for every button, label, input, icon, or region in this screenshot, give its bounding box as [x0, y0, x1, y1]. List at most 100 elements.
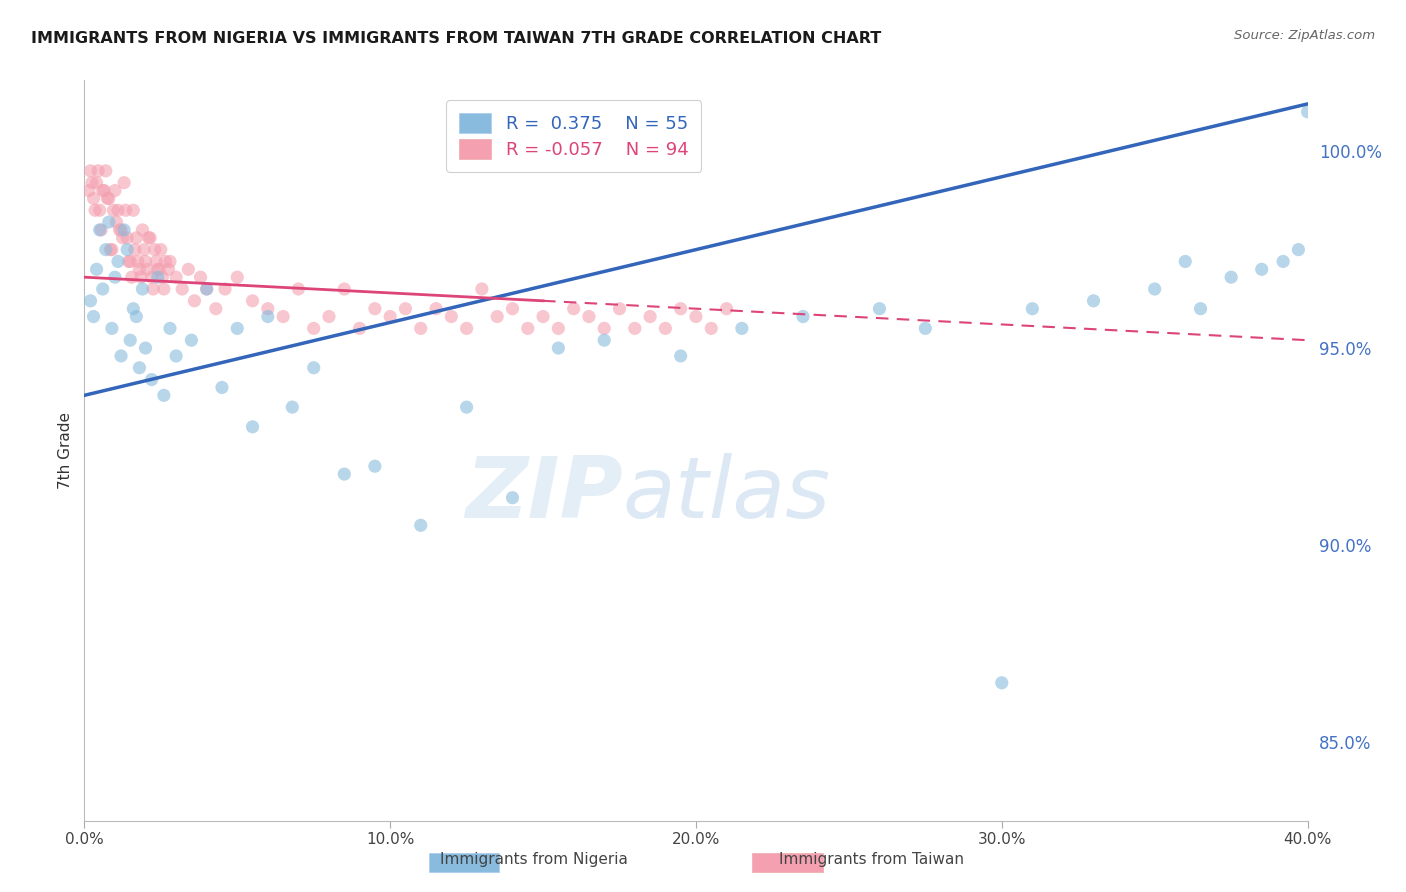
Point — [516, 321, 538, 335]
Point — [115, 243, 138, 257]
Point — [112, 176, 135, 190]
Point — [135, 254, 157, 268]
Point — [125, 310, 148, 324]
Point — [101, 321, 124, 335]
Point — [281, 400, 304, 414]
Point — [195, 282, 218, 296]
Point — [128, 262, 150, 277]
Point — [97, 191, 120, 205]
Point — [593, 321, 616, 335]
Point — [792, 310, 814, 324]
Point — [440, 310, 463, 324]
Point — [91, 184, 114, 198]
Text: atlas: atlas — [623, 453, 831, 536]
Point — [333, 467, 356, 481]
Point — [128, 360, 150, 375]
Point — [141, 270, 163, 285]
Text: ZIP: ZIP — [465, 453, 623, 536]
Point — [122, 301, 145, 316]
Point — [287, 282, 309, 296]
Point — [1272, 254, 1295, 268]
Point — [578, 310, 600, 324]
Point — [364, 459, 387, 474]
Point — [271, 310, 294, 324]
Point — [129, 270, 152, 285]
Point — [131, 223, 153, 237]
Point — [456, 321, 478, 335]
Point — [97, 215, 120, 229]
Point — [79, 164, 101, 178]
Point — [1174, 254, 1197, 268]
Point — [145, 254, 167, 268]
Point — [1286, 243, 1309, 257]
Point — [127, 254, 149, 268]
Point — [211, 380, 233, 394]
Point — [112, 223, 135, 237]
Point — [257, 310, 280, 324]
Point — [105, 215, 128, 229]
Point — [394, 301, 416, 316]
Point — [120, 254, 142, 268]
Point — [86, 262, 108, 277]
Point — [609, 301, 631, 316]
Point — [135, 341, 157, 355]
Legend: R =  0.375    N = 55, R = -0.057    N = 94: R = 0.375 N = 55, R = -0.057 N = 94 — [446, 101, 702, 172]
Point — [143, 243, 166, 257]
Point — [1296, 104, 1319, 119]
Point — [120, 333, 142, 347]
Point — [700, 321, 723, 335]
Point — [148, 262, 170, 277]
Point — [593, 333, 616, 347]
Point — [141, 373, 163, 387]
Point — [302, 360, 325, 375]
Point — [302, 321, 325, 335]
Point — [115, 231, 138, 245]
Point — [96, 191, 118, 205]
Point — [409, 518, 432, 533]
Point — [1143, 282, 1166, 296]
Point — [214, 282, 236, 296]
Point — [125, 231, 148, 245]
Point — [869, 301, 891, 316]
Point — [93, 184, 115, 198]
Point — [84, 203, 107, 218]
Point — [86, 176, 108, 190]
Point — [110, 223, 132, 237]
Point — [94, 164, 117, 178]
Point — [547, 321, 569, 335]
Point — [364, 301, 387, 316]
Point — [716, 301, 738, 316]
Point — [685, 310, 707, 324]
Point — [107, 203, 129, 218]
Point — [1021, 301, 1043, 316]
Point — [165, 349, 187, 363]
Point — [242, 293, 264, 308]
Point — [118, 254, 141, 268]
Point — [226, 270, 249, 285]
Text: Immigrants from Taiwan: Immigrants from Taiwan — [779, 852, 965, 867]
Point — [1189, 301, 1212, 316]
Point — [132, 243, 155, 257]
Point — [471, 282, 494, 296]
Text: Source: ZipAtlas.com: Source: ZipAtlas.com — [1234, 29, 1375, 42]
Point — [165, 270, 187, 285]
Point — [318, 310, 340, 324]
Point — [111, 231, 134, 245]
Point — [149, 243, 172, 257]
Point — [531, 310, 554, 324]
Point — [94, 243, 117, 257]
Text: Immigrants from Nigeria: Immigrants from Nigeria — [440, 852, 628, 867]
Point — [79, 293, 101, 308]
Point — [914, 321, 936, 335]
Point — [195, 282, 218, 296]
Point — [456, 400, 478, 414]
Point — [226, 321, 249, 335]
Point — [1220, 270, 1243, 285]
Point — [103, 203, 125, 218]
Point — [547, 341, 569, 355]
Point — [146, 262, 169, 277]
Point — [638, 310, 661, 324]
Point — [138, 231, 160, 245]
Point — [502, 491, 524, 505]
Point — [333, 282, 356, 296]
